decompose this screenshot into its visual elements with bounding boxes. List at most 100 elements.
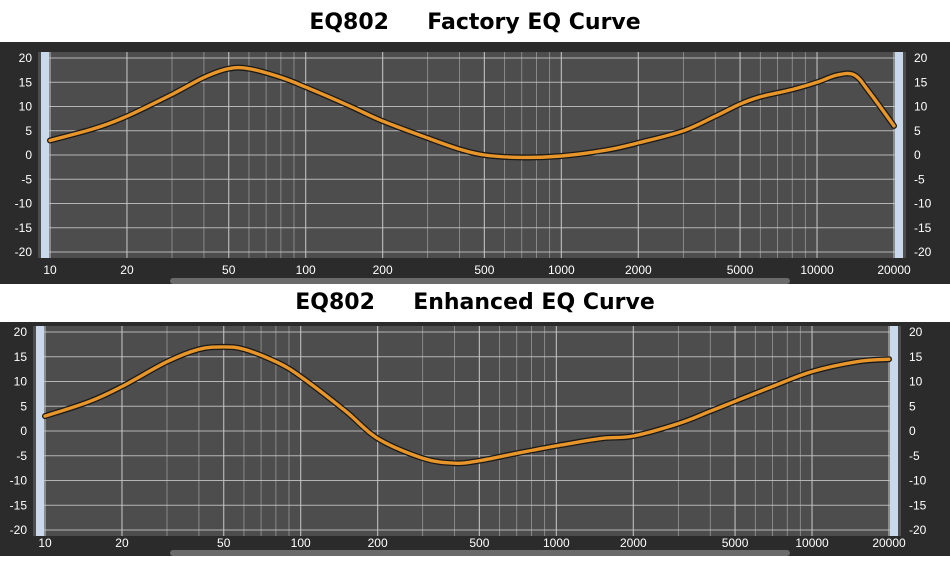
y-tick-label-right: 15 [909, 350, 923, 364]
y-tick-label-left: 20 [14, 325, 28, 339]
x-tick-label: 20 [120, 263, 134, 277]
factory-chart-title: EQ802 Factory EQ Curve [309, 10, 641, 35]
y-tick-label-left: -20 [10, 523, 28, 537]
enhanced-chart-title: EQ802 Enhanced EQ Curve [295, 290, 655, 315]
y-tick-label-left: 10 [19, 100, 33, 114]
x-tick-label: 1000 [543, 536, 570, 550]
x-tick-label: 500 [474, 263, 494, 277]
right-edge-bar [895, 52, 903, 258]
x-tick-label: 200 [373, 263, 393, 277]
eq-point [203, 76, 205, 78]
y-tick-label-left: 0 [20, 424, 27, 438]
eq-point [714, 115, 716, 117]
x-tick-label: 50 [222, 263, 236, 277]
eq-point [734, 400, 736, 402]
x-tick-label: 10 [38, 536, 52, 550]
x-tick-label: 10000 [795, 536, 829, 550]
eq-point [381, 120, 383, 122]
x-tick-label: 10000 [800, 263, 834, 277]
y-tick-label-left: 15 [19, 75, 33, 89]
eq-point [275, 361, 277, 363]
y-tick-label-right: 15 [914, 75, 928, 89]
eq-point [299, 375, 301, 377]
x-tick-label: 20000 [877, 263, 911, 277]
y-tick-label-right: -5 [914, 172, 925, 186]
x-tick-label: 1000 [548, 263, 575, 277]
y-tick-label-right: -10 [909, 474, 927, 488]
x-tick-label: 2000 [620, 536, 647, 550]
y-tick-label-right: -20 [909, 523, 927, 537]
eq-point [49, 139, 51, 141]
y-tick-label-right: -5 [909, 449, 920, 463]
y-tick-label-left: -5 [21, 172, 32, 186]
horizontal-gridlines [44, 331, 890, 531]
eq-point [426, 137, 428, 139]
y-tick-label-right: 20 [909, 325, 923, 339]
eq-point [853, 74, 855, 76]
y-tick-label-left: -15 [10, 498, 28, 512]
eq-point [350, 105, 352, 107]
eq-point [166, 361, 168, 363]
eq-point [223, 346, 225, 348]
left-edge-bar [41, 52, 49, 258]
y-tick-label-right: 0 [909, 424, 916, 438]
x-tick-label: 100 [296, 263, 316, 277]
eq-point [171, 93, 173, 95]
eq-point [248, 67, 250, 69]
y-tick-label-right: 0 [914, 148, 921, 162]
right-edge-bar [890, 326, 898, 536]
eq-point [89, 400, 91, 402]
eq-point [126, 115, 128, 117]
eq-point [44, 415, 46, 417]
eq-point [228, 67, 230, 69]
eq-point [739, 103, 741, 105]
eq-point [836, 74, 838, 76]
y-tick-label-right: 10 [909, 375, 923, 389]
y-tick-label-left: 5 [20, 399, 27, 413]
eq-point [516, 452, 518, 454]
eq-point [893, 125, 895, 127]
y-tick-label-left: -20 [15, 245, 33, 259]
eq-point [682, 130, 684, 132]
y-tick-label-left: -10 [15, 197, 33, 211]
eq-point [376, 437, 378, 439]
eq-point [280, 76, 282, 78]
eq-point [345, 410, 347, 412]
eq-point [560, 155, 562, 157]
y-tick-label-right: -10 [914, 197, 932, 211]
eq-point [868, 91, 870, 93]
x-tick-label: 10 [43, 263, 57, 277]
y-tick-label-left: 20 [19, 51, 33, 65]
eq-point [888, 358, 890, 360]
eq-point [771, 385, 773, 387]
eq-point [94, 127, 96, 129]
y-tick-label-left: 0 [25, 148, 32, 162]
y-tick-label-left: -5 [16, 449, 27, 463]
eq-point [198, 348, 200, 350]
eq-point [605, 149, 607, 151]
eq-curve [43, 345, 891, 465]
enhanced-eq-panel: EQ802 Enhanced EQ Curve 20 20 15 15 10 10 5 5 0 0… [0, 288, 950, 587]
x-tick-label: 20000 [872, 536, 906, 550]
eq-curve [48, 65, 896, 160]
eq-point [458, 148, 460, 150]
x-tick-label: 20 [115, 536, 129, 550]
x-tick-label: 5000 [727, 263, 754, 277]
x-tick-label: 200 [368, 536, 388, 550]
x-tick-label: 100 [291, 536, 311, 550]
x-tick-label: 2000 [625, 263, 652, 277]
eq-point [709, 410, 711, 412]
eq-point [478, 460, 480, 462]
eq-point [759, 96, 761, 98]
eq-point [600, 437, 602, 439]
y-tick-label-right: 5 [909, 399, 916, 413]
eq-point [483, 154, 485, 156]
x-tick-label: 50 [217, 536, 231, 550]
eq-point [816, 81, 818, 83]
y-tick-label-left: -10 [10, 474, 28, 488]
y-tick-label-right: -15 [914, 221, 932, 235]
eq-point [521, 156, 523, 158]
y-tick-label-right: 5 [914, 124, 921, 138]
